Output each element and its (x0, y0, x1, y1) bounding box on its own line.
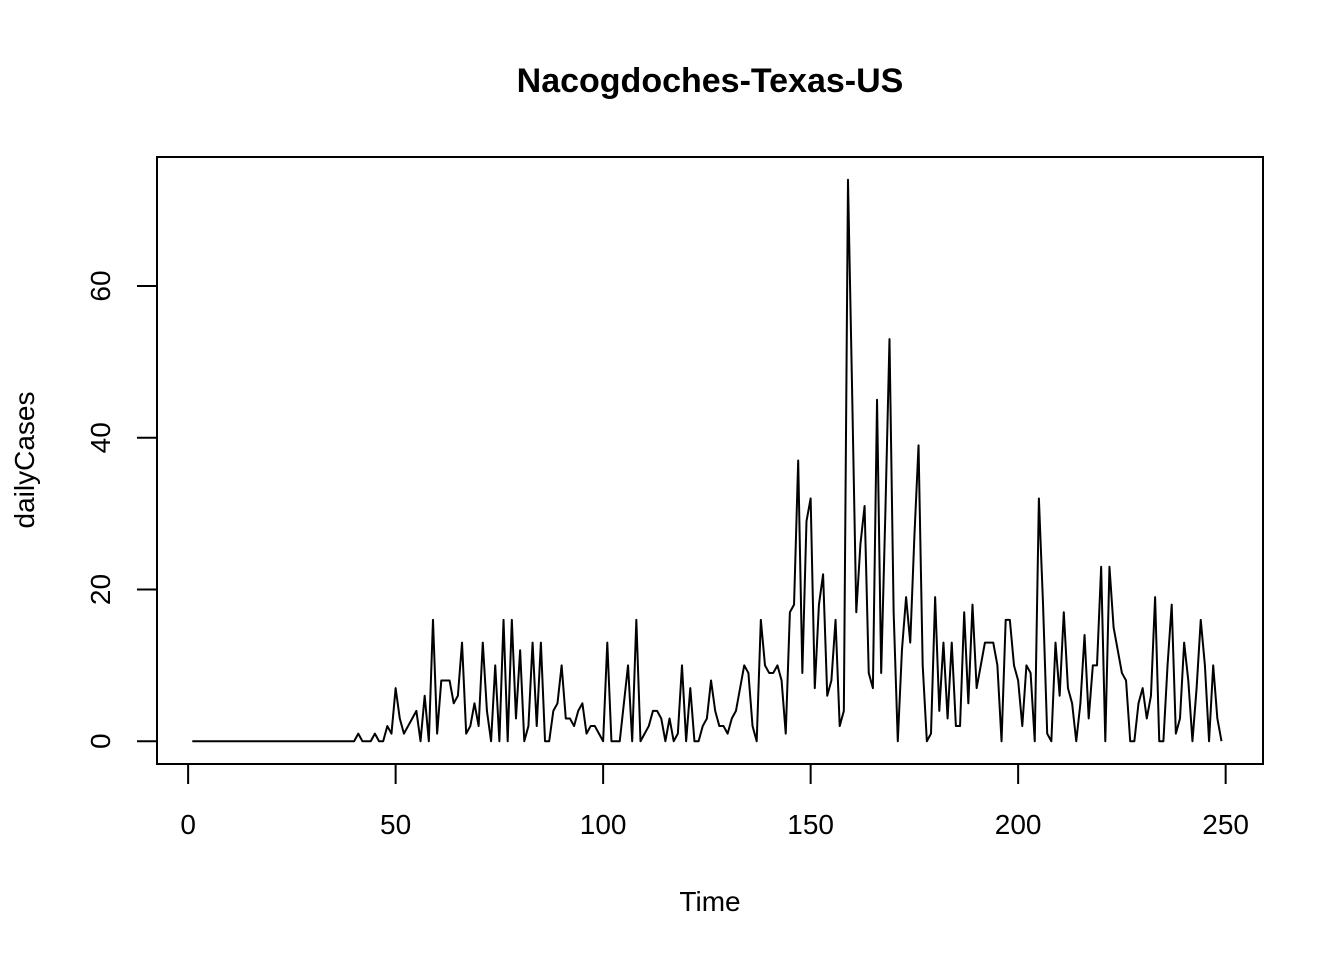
x-tick-label: 200 (995, 809, 1042, 840)
x-axis-label: Time (679, 886, 740, 917)
y-axis: 0 20 40 60 (85, 270, 158, 749)
x-tick-label: 250 (1202, 809, 1249, 840)
series-line (192, 178, 1223, 743)
y-tick-label: 20 (85, 574, 116, 605)
y-tick-label: 0 (85, 733, 116, 749)
y-tick-label: 40 (85, 422, 116, 453)
y-tick-label: 60 (85, 270, 116, 301)
y-axis-label: dailyCases (9, 392, 40, 529)
x-tick-label: 0 (180, 809, 196, 840)
x-axis: 0 50 100 150 200 250 (180, 763, 1249, 840)
x-tick-label: 150 (787, 809, 834, 840)
x-tick-label: 100 (580, 809, 627, 840)
x-tick-label: 50 (380, 809, 411, 840)
plot-frame (156, 156, 1264, 765)
chart-title: Nacogdoches-Texas-US (517, 62, 904, 100)
